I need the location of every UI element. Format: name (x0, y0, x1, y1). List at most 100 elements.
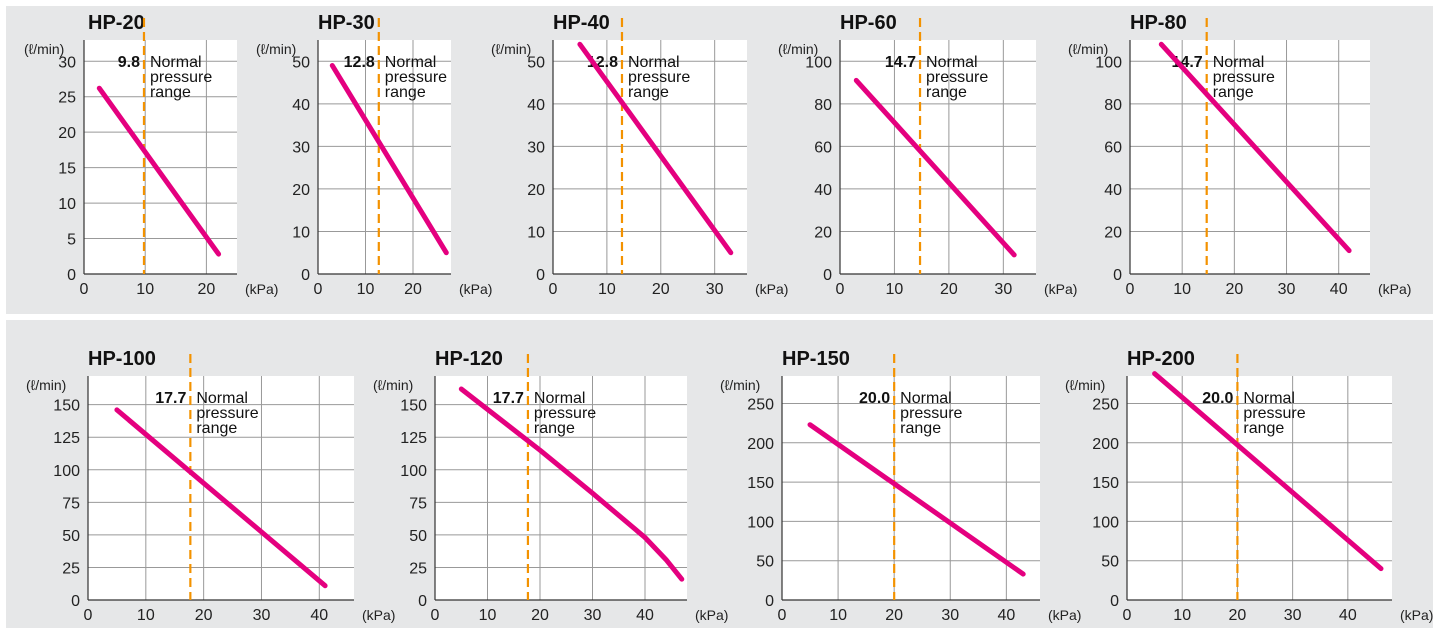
chart-title: HP-120 (435, 348, 503, 370)
y-tick-label: 25 (409, 560, 427, 577)
y-tick-label: 250 (1092, 397, 1119, 414)
x-tick-label: 0 (431, 607, 440, 624)
y-tick-label: 150 (53, 398, 80, 415)
annotation-normal: Normal (628, 54, 680, 71)
annotation-range: range (1243, 420, 1284, 437)
y-tick-label: 75 (62, 495, 80, 512)
y-tick-label: 30 (292, 139, 310, 156)
x-tick-label: 20 (1229, 607, 1247, 624)
annotation-normal: Normal (1243, 390, 1295, 407)
chart-title: HP-150 (782, 348, 850, 370)
x-tick-label: 0 (314, 281, 323, 298)
y-tick-label: 250 (747, 397, 774, 414)
x-tick-label: 10 (1173, 607, 1191, 624)
normal-pressure-value: 9.8 (118, 54, 140, 71)
y-tick-label: 10 (58, 196, 76, 213)
y-tick-label: 0 (1113, 267, 1122, 284)
annotation-range: range (1213, 84, 1254, 101)
x-tick-label: 10 (479, 607, 497, 624)
plot-area (1130, 40, 1370, 274)
annotation-range: range (196, 420, 237, 437)
y-tick-label: 0 (67, 267, 76, 284)
annotation-normal: Normal (1213, 54, 1265, 71)
x-axis-unit: (kPa) (1048, 607, 1081, 623)
chart-title: HP-200 (1127, 348, 1195, 370)
y-tick-label: 125 (53, 430, 80, 447)
y-tick-label: 125 (400, 430, 427, 447)
y-tick-label: 100 (1095, 54, 1122, 71)
y-tick-label: 150 (1092, 475, 1119, 492)
annotation-range: range (150, 84, 191, 101)
chart-hp-100: 0 25 50 75 100 125 150 0 10 20 30 40 (ℓ/min) (kPa) HP-… (26, 348, 395, 624)
y-tick-label: 15 (58, 161, 76, 178)
x-tick-label: 0 (84, 607, 93, 624)
flow-curve (329, 63, 449, 256)
annotation-pressure: pressure (150, 69, 212, 86)
y-tick-label: 100 (400, 463, 427, 480)
x-tick-label: 0 (1126, 281, 1135, 298)
x-tick-label: 0 (549, 281, 558, 298)
y-tick-label: 30 (527, 139, 545, 156)
annotation-pressure: pressure (900, 405, 962, 422)
chart-title: HP-20 (88, 12, 145, 34)
y-tick-label: 30 (58, 54, 76, 71)
annotation-pressure: pressure (926, 69, 988, 86)
y-tick-label: 100 (747, 514, 774, 531)
x-tick-label: 30 (1278, 281, 1296, 298)
chart-title: HP-100 (88, 348, 156, 370)
x-tick-label: 0 (836, 281, 845, 298)
normal-pressure-value: 12.8 (344, 54, 375, 71)
x-tick-label: 40 (1330, 281, 1348, 298)
y-tick-label: 25 (58, 90, 76, 107)
y-tick-label: 0 (301, 267, 310, 284)
x-tick-label: 10 (829, 607, 847, 624)
y-tick-label: 100 (1092, 514, 1119, 531)
x-tick-label: 20 (531, 607, 549, 624)
annotation-normal: Normal (534, 390, 586, 407)
y-tick-label: 60 (814, 139, 832, 156)
x-tick-label: 10 (136, 281, 154, 298)
y-tick-label: 20 (58, 125, 76, 142)
annotation-normal: Normal (900, 390, 952, 407)
x-tick-label: 20 (198, 281, 216, 298)
y-tick-label: 20 (1104, 224, 1122, 241)
x-axis-unit: (kPa) (362, 607, 395, 623)
y-axis-unit: (ℓ/min) (1068, 41, 1108, 57)
x-tick-label: 20 (1225, 281, 1243, 298)
y-tick-label: 0 (823, 267, 832, 284)
flow-curve (1158, 41, 1352, 254)
x-tick-label: 10 (598, 281, 616, 298)
flow-curve (96, 85, 222, 257)
normal-pressure-value: 14.7 (885, 54, 916, 71)
x-axis-unit: (kPa) (459, 281, 492, 297)
x-tick-label: 10 (1173, 281, 1191, 298)
x-tick-label: 20 (652, 281, 670, 298)
y-axis-unit: (ℓ/min) (778, 41, 818, 57)
chart-title: HP-80 (1130, 12, 1187, 34)
flow-curve (577, 41, 734, 256)
flow-curve (853, 77, 1017, 258)
x-tick-label: 40 (997, 607, 1015, 624)
chart-hp-30: 0 10 20 30 40 50 0 10 20 (ℓ/min) (kPa) HP-30 12.8 Nor… (256, 12, 492, 298)
x-tick-label: 30 (1284, 607, 1302, 624)
x-tick-label: 20 (195, 607, 213, 624)
y-tick-label: 100 (805, 54, 832, 71)
y-tick-label: 80 (1104, 97, 1122, 114)
annotation-pressure: pressure (1243, 405, 1305, 422)
chart-title: HP-30 (318, 12, 375, 34)
annotation-pressure: pressure (534, 405, 596, 422)
annotation-pressure: pressure (1213, 69, 1275, 86)
x-tick-label: 30 (584, 607, 602, 624)
y-tick-label: 40 (1104, 182, 1122, 199)
y-tick-label: 0 (765, 593, 774, 610)
x-tick-label: 0 (1123, 607, 1132, 624)
y-tick-label: 50 (1101, 554, 1119, 571)
x-tick-label: 10 (357, 281, 375, 298)
plot-area (88, 376, 354, 600)
y-tick-label: 50 (292, 54, 310, 71)
y-tick-label: 25 (62, 560, 80, 577)
plot-area (782, 376, 1040, 600)
y-tick-label: 0 (1110, 593, 1119, 610)
